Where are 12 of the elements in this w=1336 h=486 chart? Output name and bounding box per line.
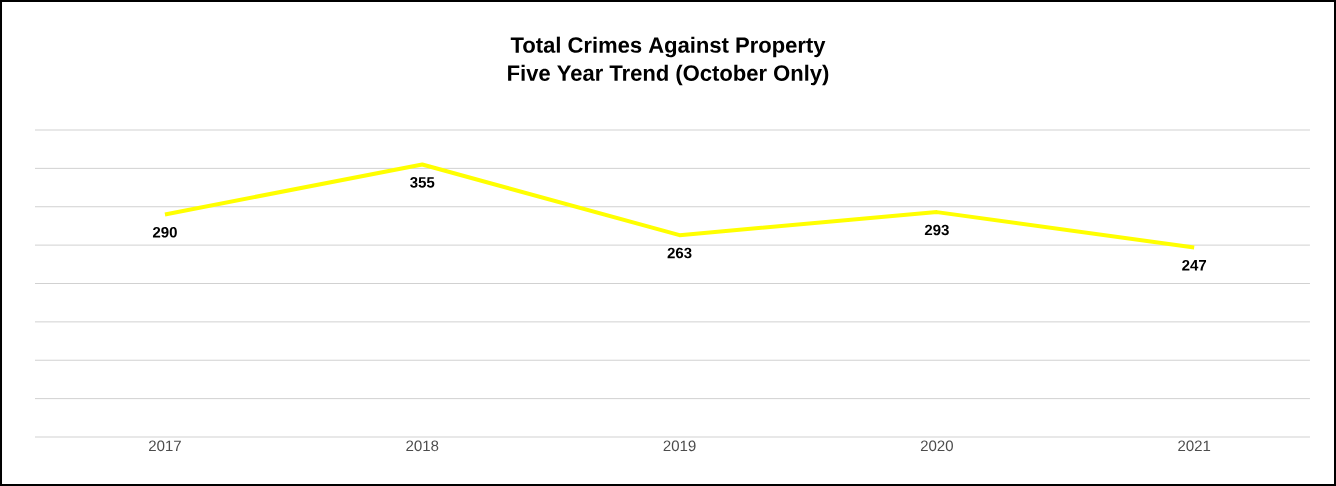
x-tick-label: 2018 [406,440,439,452]
x-tick-label: 2019 [663,440,696,452]
data-label: 263 [667,247,692,259]
data-label: 355 [410,177,435,188]
data-label: 293 [924,224,949,236]
x-tick-label: 2017 [149,440,181,452]
x-tick-label: 2021 [1178,440,1211,452]
x-tick-label: 2020 [920,440,953,452]
chart-subtitle: Five Year Trend (October Only) [508,64,829,86]
data-label: 290 [152,226,177,238]
chart-title: Total Crimes Against Property [510,36,826,58]
data-label: 247 [1182,259,1207,271]
